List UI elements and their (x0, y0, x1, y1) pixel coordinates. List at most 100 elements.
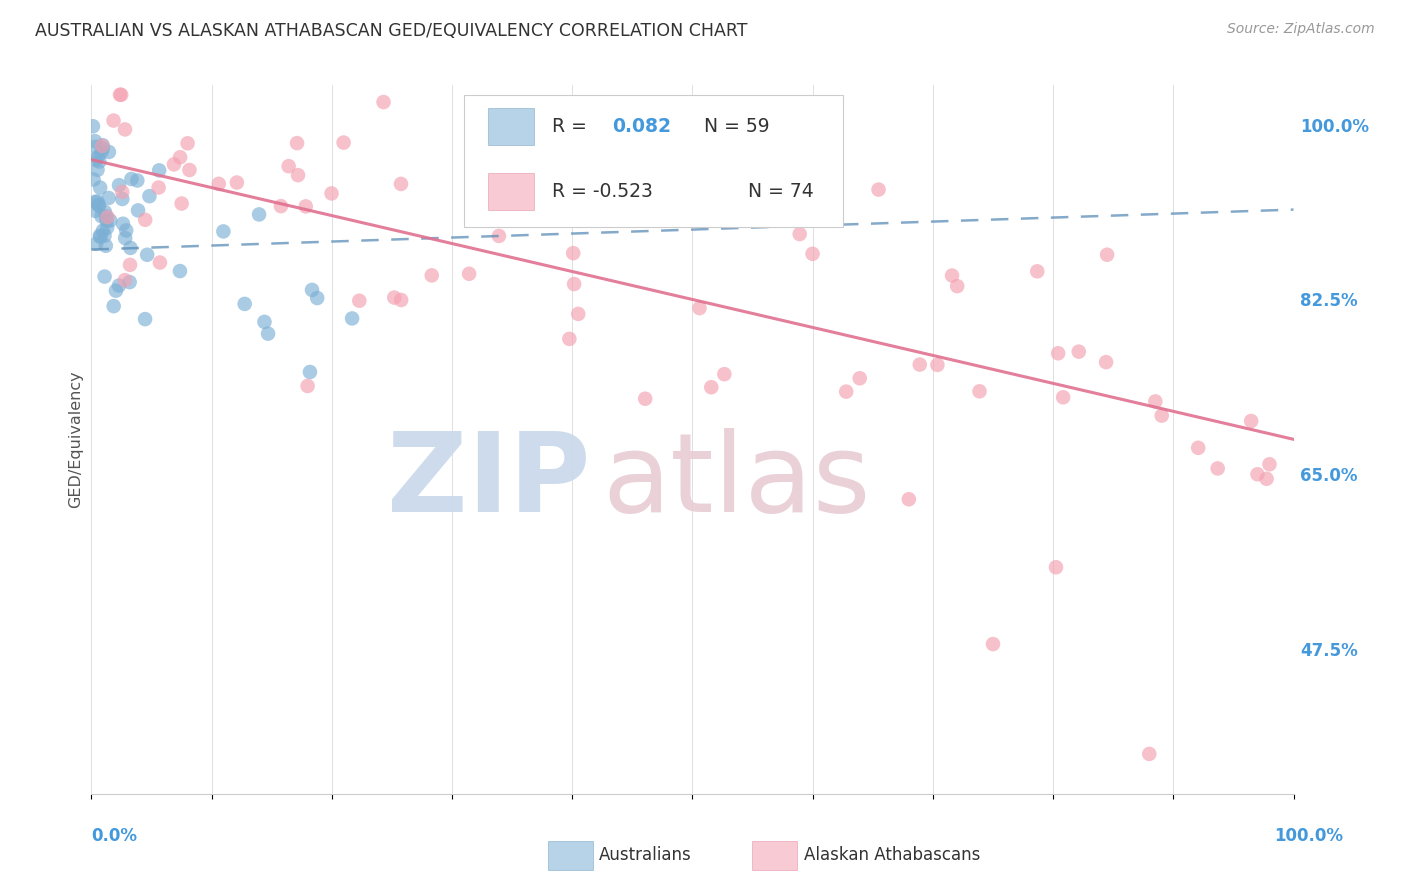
Point (94, 205, 117, 219)
Point (96, 213, 118, 227)
Point (91, 138, 114, 153)
Point (120, 172, 142, 186)
Point (82, 120, 104, 134)
Point (96, 210, 118, 224)
Point (297, 379, 319, 393)
Point (212, 224, 235, 238)
Point (835, 384, 858, 399)
Point (688, 301, 710, 315)
Point (94, 239, 117, 253)
Point (138, 189, 160, 203)
Point (111, 185, 134, 199)
Point (136, 248, 159, 262)
Point (908, 358, 931, 372)
Point (298, 365, 321, 379)
Point (247, 207, 270, 221)
Point (321, 186, 343, 201)
Point (84, 236, 107, 251)
Point (287, 168, 309, 182)
Point (1052, 390, 1074, 404)
Point (301, 283, 323, 297)
Point (458, 267, 481, 281)
Text: Source: ZipAtlas.com: Source: ZipAtlas.com (1227, 22, 1375, 37)
FancyBboxPatch shape (488, 173, 534, 211)
Point (91, 139, 114, 153)
Point (114, 231, 136, 245)
Point (1144, 394, 1167, 409)
Point (897, 492, 920, 507)
Point (801, 247, 824, 261)
Point (98, 213, 121, 227)
Point (382, 291, 405, 305)
Point (233, 297, 256, 311)
Text: R =: R = (551, 117, 593, 136)
Point (93, 228, 115, 243)
Point (108, 87, 131, 102)
Point (389, 177, 412, 191)
Point (115, 223, 138, 237)
Point (1095, 248, 1118, 262)
Point (946, 279, 969, 293)
Point (868, 183, 890, 197)
Point (96, 210, 118, 224)
Point (1026, 264, 1049, 278)
Point (118, 258, 141, 272)
Point (562, 246, 585, 260)
Point (148, 163, 170, 178)
Point (127, 203, 149, 218)
Point (1240, 414, 1263, 428)
Point (1246, 467, 1268, 482)
Point (349, 293, 371, 308)
Point (562, 277, 585, 291)
Point (257, 326, 280, 341)
Point (981, 637, 1004, 651)
Point (1095, 355, 1118, 369)
Point (134, 212, 156, 227)
Point (90, 209, 112, 223)
Point (277, 159, 299, 173)
Point (169, 150, 191, 164)
Point (332, 136, 354, 150)
Text: 0.082: 0.082 (612, 117, 671, 136)
Point (148, 180, 170, 194)
Point (89, 228, 111, 243)
Text: N = 74: N = 74 (748, 182, 814, 202)
Text: 0.0%: 0.0% (91, 827, 138, 845)
Point (127, 173, 149, 187)
Point (1206, 461, 1229, 475)
Point (96, 220, 118, 235)
Point (176, 136, 198, 151)
Point (253, 315, 276, 329)
Point (700, 380, 723, 394)
Point (628, 179, 651, 194)
Point (340, 311, 363, 326)
Point (97, 145, 120, 159)
Point (689, 196, 711, 211)
Point (169, 264, 191, 278)
Point (111, 192, 134, 206)
Point (118, 275, 141, 289)
Text: ZIP: ZIP (387, 428, 591, 535)
Point (87, 198, 110, 212)
Point (84, 134, 107, 148)
Point (1256, 472, 1278, 486)
Text: N = 59: N = 59 (704, 117, 770, 136)
Point (93, 269, 115, 284)
Point (789, 227, 811, 241)
Point (927, 358, 949, 372)
Text: 100.0%: 100.0% (1274, 827, 1343, 845)
Point (114, 273, 136, 287)
Point (84, 203, 107, 218)
Point (87, 198, 110, 212)
Point (558, 332, 581, 346)
Point (420, 268, 443, 283)
Point (1258, 457, 1281, 471)
Point (373, 95, 395, 109)
Point (488, 229, 510, 244)
Point (134, 312, 156, 326)
Text: Australians: Australians (599, 847, 692, 864)
Point (270, 199, 292, 213)
Text: Alaskan Athabascans: Alaskan Athabascans (804, 847, 980, 864)
Point (465, 210, 488, 224)
Point (208, 177, 231, 191)
